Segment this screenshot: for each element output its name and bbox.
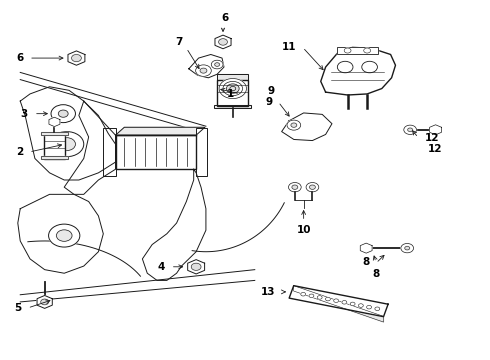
Text: 12: 12 (424, 133, 439, 143)
Bar (103, 128, 116, 176)
Circle shape (344, 48, 351, 53)
Polygon shape (37, 296, 52, 309)
Circle shape (291, 123, 297, 127)
Circle shape (337, 61, 353, 73)
Bar (44, 134, 65, 159)
Bar (41, 132, 68, 135)
Circle shape (287, 120, 301, 130)
Circle shape (408, 128, 413, 132)
Circle shape (325, 297, 330, 301)
Text: 11: 11 (282, 42, 297, 52)
Polygon shape (189, 54, 224, 78)
Circle shape (334, 299, 339, 302)
Text: 2: 2 (16, 147, 23, 157)
Circle shape (226, 84, 239, 93)
Text: 8: 8 (372, 269, 380, 279)
Circle shape (367, 305, 371, 309)
Circle shape (301, 292, 306, 296)
Circle shape (309, 294, 314, 298)
Polygon shape (64, 101, 116, 194)
Polygon shape (68, 51, 85, 65)
Circle shape (56, 230, 72, 241)
Circle shape (401, 243, 414, 253)
Bar (214, 105, 251, 108)
Polygon shape (143, 169, 206, 280)
Bar (41, 132, 68, 135)
Polygon shape (18, 194, 103, 273)
Circle shape (306, 183, 319, 192)
Bar (214, 105, 251, 108)
Polygon shape (116, 127, 205, 135)
Bar (217, 80, 248, 107)
Circle shape (289, 183, 301, 192)
Bar (41, 156, 68, 159)
Circle shape (317, 296, 322, 299)
Polygon shape (20, 87, 116, 180)
Polygon shape (321, 47, 395, 95)
Polygon shape (294, 285, 384, 322)
Circle shape (49, 224, 80, 247)
Circle shape (72, 54, 81, 62)
Circle shape (362, 61, 377, 73)
Polygon shape (215, 35, 231, 49)
Text: 1: 1 (227, 89, 234, 99)
Circle shape (41, 299, 49, 305)
Text: 3: 3 (21, 109, 28, 119)
Bar (116, 135, 196, 169)
Circle shape (375, 307, 380, 311)
Text: 5: 5 (14, 303, 22, 313)
Text: 6: 6 (222, 13, 229, 23)
Circle shape (358, 304, 363, 307)
Polygon shape (49, 117, 60, 127)
Circle shape (58, 110, 68, 117)
Bar (103, 128, 116, 176)
Bar (44, 134, 65, 159)
Bar (196, 128, 207, 176)
Circle shape (51, 105, 75, 123)
Circle shape (405, 246, 410, 250)
Circle shape (49, 132, 84, 157)
Polygon shape (282, 113, 332, 140)
Text: 8: 8 (363, 257, 370, 267)
Text: 13: 13 (261, 287, 276, 297)
Circle shape (58, 138, 75, 150)
Polygon shape (360, 243, 372, 253)
Text: 7: 7 (175, 37, 183, 46)
Circle shape (219, 78, 246, 99)
Circle shape (200, 68, 207, 73)
Circle shape (196, 65, 211, 76)
Bar (217, 74, 248, 80)
Circle shape (310, 185, 316, 189)
Bar (337, 46, 378, 54)
Bar (217, 80, 248, 107)
Polygon shape (430, 125, 441, 135)
Text: 12: 12 (428, 144, 443, 154)
Bar (196, 128, 207, 176)
Text: 6: 6 (16, 53, 23, 63)
Bar (116, 135, 196, 169)
Circle shape (404, 125, 416, 134)
Circle shape (211, 60, 223, 69)
Circle shape (350, 302, 355, 306)
Circle shape (223, 81, 243, 96)
Circle shape (191, 263, 201, 270)
Polygon shape (289, 285, 388, 317)
Bar (41, 156, 68, 159)
Bar (337, 46, 378, 54)
Circle shape (219, 39, 227, 45)
Text: 10: 10 (296, 225, 311, 235)
Circle shape (215, 63, 220, 66)
Polygon shape (188, 260, 205, 274)
Circle shape (342, 301, 347, 304)
Text: 9: 9 (267, 86, 274, 96)
Text: 4: 4 (157, 262, 165, 272)
Text: 9: 9 (265, 97, 272, 107)
Bar (217, 74, 248, 80)
Circle shape (292, 185, 298, 189)
Circle shape (230, 86, 236, 91)
Circle shape (364, 48, 370, 53)
